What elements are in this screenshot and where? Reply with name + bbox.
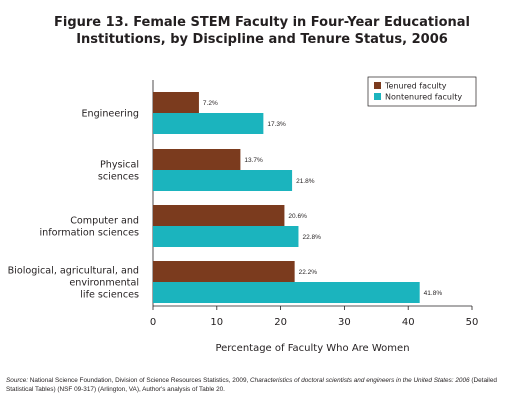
bar-value-label: 22.2% [299, 269, 318, 276]
x-axis-title: Percentage of Faculty Who Are Women [215, 343, 409, 354]
bar-value-label: 22.8% [302, 234, 321, 241]
x-tick-label: 10 [210, 317, 223, 328]
legend-box [367, 76, 477, 107]
chart-title-line-1: Figure 13. Female STEM Faculty in Four-Y… [53, 15, 470, 30]
source-title: Characteristics of doctoral scientists a… [250, 377, 470, 384]
x-tick-label: 0 [150, 317, 156, 328]
chart-title: Figure 13. Female STEM Faculty in Four-Y… [0, 14, 524, 48]
category-label: Computer and [70, 216, 139, 227]
bar-nontenured [153, 226, 299, 247]
bar-tenured [153, 92, 199, 113]
bar-tenured [153, 261, 295, 282]
category-label: environmental [69, 278, 139, 289]
bar-nontenured [153, 170, 293, 191]
category-label: sciences [98, 172, 139, 183]
category-label: Physical [100, 160, 139, 171]
source-text-2: (Detailed Statistical Tables) (NSF 09-31… [6, 377, 497, 393]
legend-label: Nontenured faculty [385, 93, 462, 102]
bar-tenured [153, 149, 241, 170]
legend-swatch [374, 82, 381, 89]
chart-title-line-2: Institutions, by Discipline and Tenure S… [76, 32, 448, 47]
bar-nontenured [153, 113, 264, 134]
x-tick-label: 30 [338, 317, 351, 328]
bar-nontenured [153, 282, 420, 303]
category-label: Biological, agricultural, and [8, 266, 139, 277]
legend-swatch [374, 93, 381, 100]
bar-tenured [153, 205, 285, 226]
x-tick-label: 50 [466, 317, 479, 328]
source-text-1: National Science Foundation, Division of… [28, 377, 251, 384]
bar-value-label: 41.8% [424, 290, 443, 297]
category-label: information sciences [39, 228, 139, 239]
category-label: Engineering [81, 109, 139, 120]
bar-value-label: 17.3% [267, 121, 286, 128]
bar-value-label: 7.2% [203, 100, 218, 107]
x-tick-label: 40 [402, 317, 415, 328]
legend-label: Tenured faculty [384, 82, 447, 91]
x-tick-label: 20 [274, 317, 287, 328]
bar-value-label: 20.6% [288, 213, 307, 220]
bar-value-label: 21.8% [296, 178, 315, 185]
source-note: Source: National Science Foundation, Div… [6, 376, 518, 394]
bar-value-label: 13.7% [244, 157, 263, 164]
source-lead: Source: [6, 377, 29, 384]
category-label: life sciences [80, 290, 139, 301]
